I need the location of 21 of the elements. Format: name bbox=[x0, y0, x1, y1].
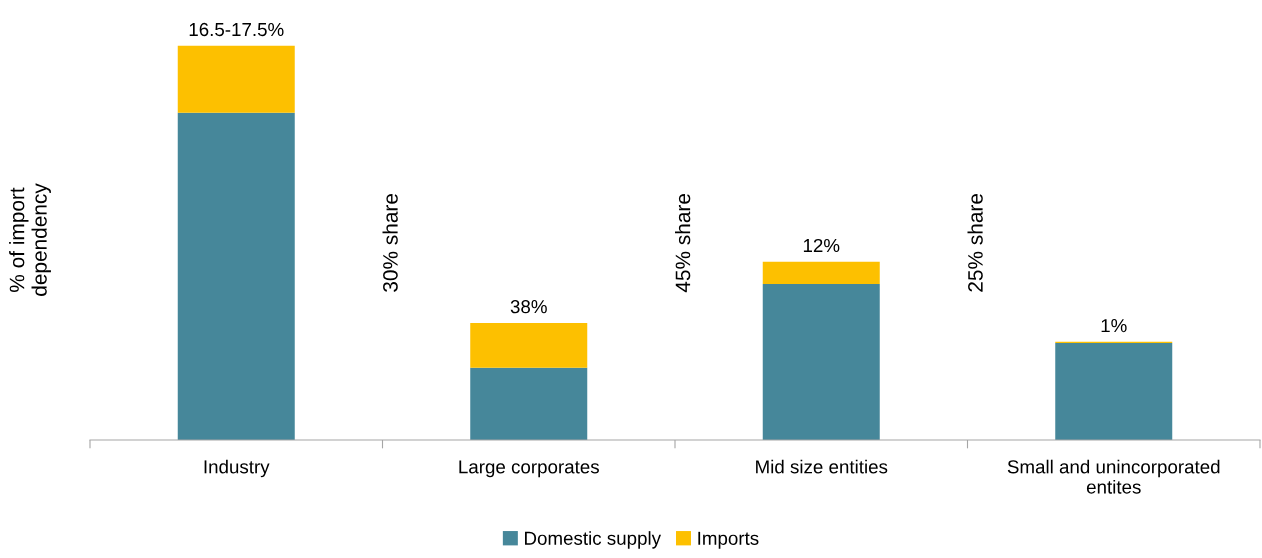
annotation: 1% bbox=[1101, 319, 1127, 333]
legend-label: Domestic supply bbox=[525, 531, 661, 549]
bar bbox=[762, 283, 880, 440]
x-tick-label: Large corporates bbox=[459, 460, 599, 478]
bar bbox=[177, 45, 295, 113]
annotation: 25% share bbox=[967, 194, 983, 292]
bar bbox=[177, 112, 295, 440]
annotation: 12% bbox=[803, 238, 840, 253]
x-tick-label: Mid size entities bbox=[756, 459, 888, 474]
x-tick-label: Small and unincorporated entites bbox=[1007, 459, 1220, 494]
bar bbox=[762, 261, 880, 284]
annotation: 45% share bbox=[675, 194, 691, 293]
bar bbox=[470, 322, 588, 368]
bar bbox=[470, 367, 588, 440]
legend-label: Imports bbox=[698, 531, 759, 549]
y-axis-title: % of import dependency bbox=[9, 183, 51, 296]
annotation: 16.5-17.5% bbox=[189, 22, 284, 37]
bar bbox=[1055, 343, 1173, 440]
annotation: 38% bbox=[510, 300, 547, 314]
x-tick-label: Industry bbox=[204, 459, 270, 478]
annotation: 30% share bbox=[382, 194, 398, 292]
